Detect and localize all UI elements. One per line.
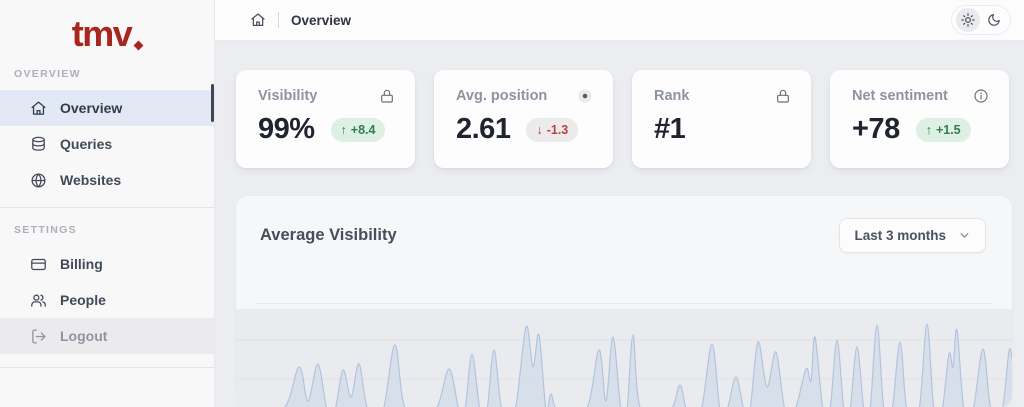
visibility-chart xyxy=(236,309,1012,407)
logout-icon xyxy=(32,328,46,344)
sidebar-divider xyxy=(0,367,214,368)
dot-circle-icon xyxy=(577,88,593,104)
delta-badge: ↓ -1.3 xyxy=(526,117,579,142)
sidebar-item-label: Overview xyxy=(60,100,123,116)
globe-icon xyxy=(31,172,46,188)
panel-title: Average Visibility xyxy=(260,226,397,244)
sidebar-item-people[interactable]: People xyxy=(0,282,214,318)
credit-card-icon xyxy=(31,258,46,270)
stat-value: #1 xyxy=(654,113,686,145)
people-icon xyxy=(31,294,46,307)
home-icon xyxy=(251,13,265,26)
delta-value: +8.4 xyxy=(350,122,376,137)
stat-card-rank: Rank #1 xyxy=(632,70,811,168)
delta-value: +1.5 xyxy=(935,122,961,137)
sun-icon xyxy=(961,13,975,27)
delta-badge: ↑ +8.4 xyxy=(330,117,386,142)
average-visibility-panel: Average Visibility Last 3 months xyxy=(236,196,1012,407)
moon-icon xyxy=(988,14,1000,26)
brand-logo-text: tmv xyxy=(71,13,133,54)
stat-card-visibility: Visibility 99% ↑ +8.4 xyxy=(236,70,415,168)
brand-logo[interactable]: tmv xyxy=(0,0,214,52)
arrow-up-icon: ↑ xyxy=(340,122,347,137)
stat-card-avg-position: Avg. position 2.61 ↓ -1.3 xyxy=(434,70,613,168)
arrow-down-icon: ↓ xyxy=(536,122,543,137)
sidebar-item-label: Logout xyxy=(60,328,108,344)
sidebar-section-settings-label: SETTINGS xyxy=(14,224,77,236)
sidebar-item-label: People xyxy=(60,292,106,308)
theme-toggle xyxy=(951,5,1011,35)
breadcrumb-home-button[interactable] xyxy=(250,12,266,28)
stat-label: Visibility xyxy=(258,88,318,104)
sidebar-item-label: Websites xyxy=(60,172,122,188)
brand-logo-diamond-icon xyxy=(133,40,144,51)
stat-value: +78 xyxy=(852,113,900,145)
sidebar-divider xyxy=(0,207,214,208)
stat-label: Rank xyxy=(654,88,690,104)
sidebar-item-websites[interactable]: Websites xyxy=(0,162,214,198)
sidebar-item-logout[interactable]: Logout xyxy=(0,318,214,354)
light-mode-button[interactable] xyxy=(956,8,980,32)
sidebar-item-overview[interactable]: Overview xyxy=(0,90,214,126)
main-content: Overview Visibility 9 xyxy=(215,0,1024,407)
stat-cards-row: Visibility 99% ↑ +8.4 Avg. position xyxy=(236,70,1009,168)
sidebar-section-overview-label: OVERVIEW xyxy=(14,68,81,80)
visibility-chart-svg xyxy=(236,323,1012,407)
sidebar-item-label: Billing xyxy=(60,256,103,272)
sidebar-item-billing[interactable]: Billing xyxy=(0,246,214,282)
lock-icon[interactable] xyxy=(379,88,395,104)
panel-divider xyxy=(256,303,992,304)
sidebar-item-label: Queries xyxy=(60,136,113,152)
visibility-area-fill xyxy=(284,324,1012,407)
delta-value: -1.3 xyxy=(546,122,569,137)
info-icon[interactable] xyxy=(973,88,989,104)
breadcrumb-separator xyxy=(278,12,279,28)
stat-value: 2.61 xyxy=(456,113,511,145)
chevron-down-icon xyxy=(960,233,969,238)
delta-badge: ↑ +1.5 xyxy=(915,117,971,142)
stat-card-net-sentiment: Net sentiment +78 ↑ +1.5 xyxy=(830,70,1009,168)
visibility-area-line xyxy=(283,323,1012,407)
home-icon xyxy=(31,100,46,115)
lock-icon[interactable] xyxy=(775,88,791,104)
date-range-dropdown[interactable]: Last 3 months xyxy=(839,218,986,253)
stat-label: Avg. position xyxy=(456,88,548,104)
date-range-value: Last 3 months xyxy=(854,228,946,243)
sidebar-item-queries[interactable]: Queries xyxy=(0,126,214,162)
stat-label: Net sentiment xyxy=(852,88,948,104)
database-icon xyxy=(32,136,45,151)
breadcrumb-current-page: Overview xyxy=(291,12,352,28)
dark-mode-button[interactable] xyxy=(982,8,1006,32)
arrow-up-icon: ↑ xyxy=(925,122,932,137)
sidebar: tmv OVERVIEW Overview Queries Websites S… xyxy=(0,0,215,407)
sidebar-scrollbar-thumb[interactable] xyxy=(211,84,214,122)
topbar: Overview xyxy=(215,0,1024,41)
stat-value: 99% xyxy=(258,113,315,145)
